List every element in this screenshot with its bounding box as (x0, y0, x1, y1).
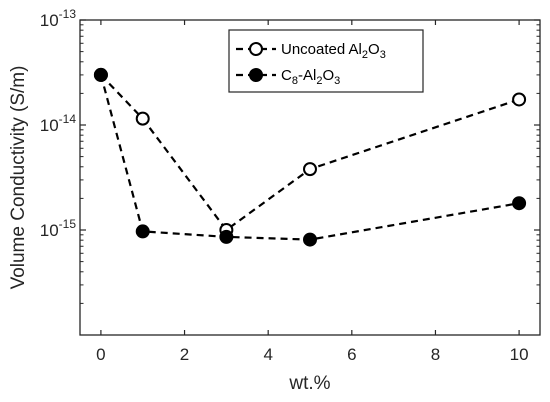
legend-marker (249, 42, 263, 56)
data-point-1 (512, 196, 527, 211)
y-tick-exponent: -14 (59, 112, 77, 126)
series-line-1 (99, 74, 520, 241)
legend-label-part: 8 (292, 75, 298, 87)
x-tick-label: 0 (96, 345, 105, 364)
legend-label: Uncoated Al2O3 (281, 41, 386, 61)
data-point-1 (93, 67, 108, 82)
x-tick-label: 4 (263, 345, 272, 364)
y-tick-exponent: -15 (59, 217, 77, 231)
y-tick-base: 10 (40, 11, 59, 30)
data-point-0 (512, 92, 527, 107)
data-point-0 (303, 162, 317, 177)
plot-area (93, 67, 527, 247)
legend-label: C8-Al2O3 (281, 67, 340, 87)
legend-marker (249, 68, 263, 82)
data-point-0 (135, 111, 150, 126)
legend-label-part: 3 (380, 49, 386, 61)
x-axis-label: wt.% (288, 373, 330, 394)
legend-label-part: 2 (316, 75, 322, 87)
y-tick-label: 10-13 (40, 7, 77, 30)
axes-frame (79, 19, 541, 336)
y-tick-label: 10-14 (40, 112, 77, 135)
legend-label-part: C (281, 67, 292, 84)
legend-label-part: 3 (334, 75, 340, 87)
series-line-0 (100, 74, 520, 232)
legend-label-part: O (368, 41, 380, 58)
y-tick-base: 10 (40, 116, 59, 135)
x-tick-label: 2 (180, 345, 189, 364)
y-tick-exponent: -13 (59, 7, 77, 21)
legend-label-part: -Al (298, 67, 316, 84)
y-tick-base: 10 (40, 221, 59, 240)
data-point-1 (219, 229, 234, 244)
legend-label-part: Uncoated Al (281, 41, 362, 58)
x-tick-label: 6 (347, 345, 356, 364)
legend-label-part: O (322, 67, 334, 84)
legend-box (228, 29, 424, 93)
data-point-1 (135, 224, 150, 239)
y-tick-label: 10-15 (40, 217, 77, 240)
y-axis-label: Volume Conductivity (S/m) (8, 66, 29, 290)
data-point-1 (303, 232, 317, 247)
x-tick-label: 8 (431, 345, 440, 364)
x-tick-label: 10 (510, 345, 529, 364)
legend-label-part: 2 (362, 49, 368, 61)
